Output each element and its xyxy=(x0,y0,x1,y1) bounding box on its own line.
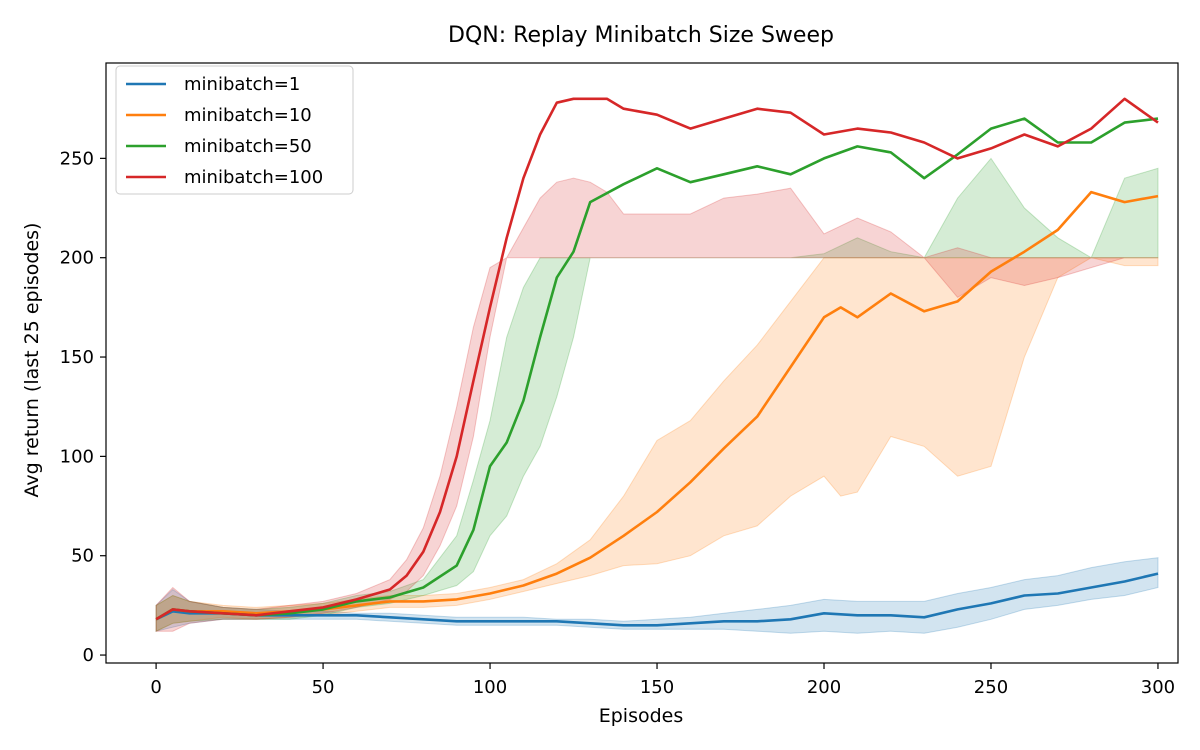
y-tick-label: 150 xyxy=(60,347,94,368)
x-axis-label: Episodes xyxy=(599,705,684,727)
x-tick-label: 200 xyxy=(807,677,841,698)
y-tick-label: 200 xyxy=(60,248,94,269)
line-minibatch-1 xyxy=(155,572,1159,627)
series-lines xyxy=(155,97,1159,627)
y-tick-label: 100 xyxy=(60,446,94,467)
legend-label: minibatch=50 xyxy=(184,136,312,157)
line-minibatch-100 xyxy=(155,97,1159,621)
legend: minibatch=1 minibatch=10 minibatch=50 minib… xyxy=(115,65,354,195)
legend-label: minibatch=10 xyxy=(184,105,312,126)
y-axis-label: Avg return (last 25 episodes) xyxy=(21,223,43,498)
line-minibatch-50 xyxy=(155,117,1159,621)
y-tick-label: 50 xyxy=(71,546,94,567)
axes: 0 50 100 150 200 250 300 0 50 100 150 200 250 xyxy=(60,62,1179,698)
band-minibatch-100 xyxy=(155,177,1158,632)
legend-label: minibatch=1 xyxy=(184,74,300,95)
band-minibatch-10 xyxy=(155,257,1159,632)
x-tick-label: 0 xyxy=(150,677,161,698)
legend-box xyxy=(115,65,354,195)
uncertainty-bands xyxy=(155,157,1159,634)
band-minibatch-50 xyxy=(155,157,1159,632)
y-tick-label: 0 xyxy=(83,645,94,666)
legend-label: minibatch=100 xyxy=(184,167,323,188)
band-minibatch-1 xyxy=(155,557,1159,634)
y-tick-label: 250 xyxy=(60,148,94,169)
x-tick-label: 250 xyxy=(974,677,1008,698)
x-tick-label: 300 xyxy=(1141,677,1175,698)
x-tick-label: 50 xyxy=(312,677,335,698)
plot-frame xyxy=(105,62,1179,664)
chart-title: DQN: Replay Minibatch Size Sweep xyxy=(448,23,834,48)
x-tick-label: 150 xyxy=(640,677,674,698)
x-tick-label: 100 xyxy=(473,677,507,698)
